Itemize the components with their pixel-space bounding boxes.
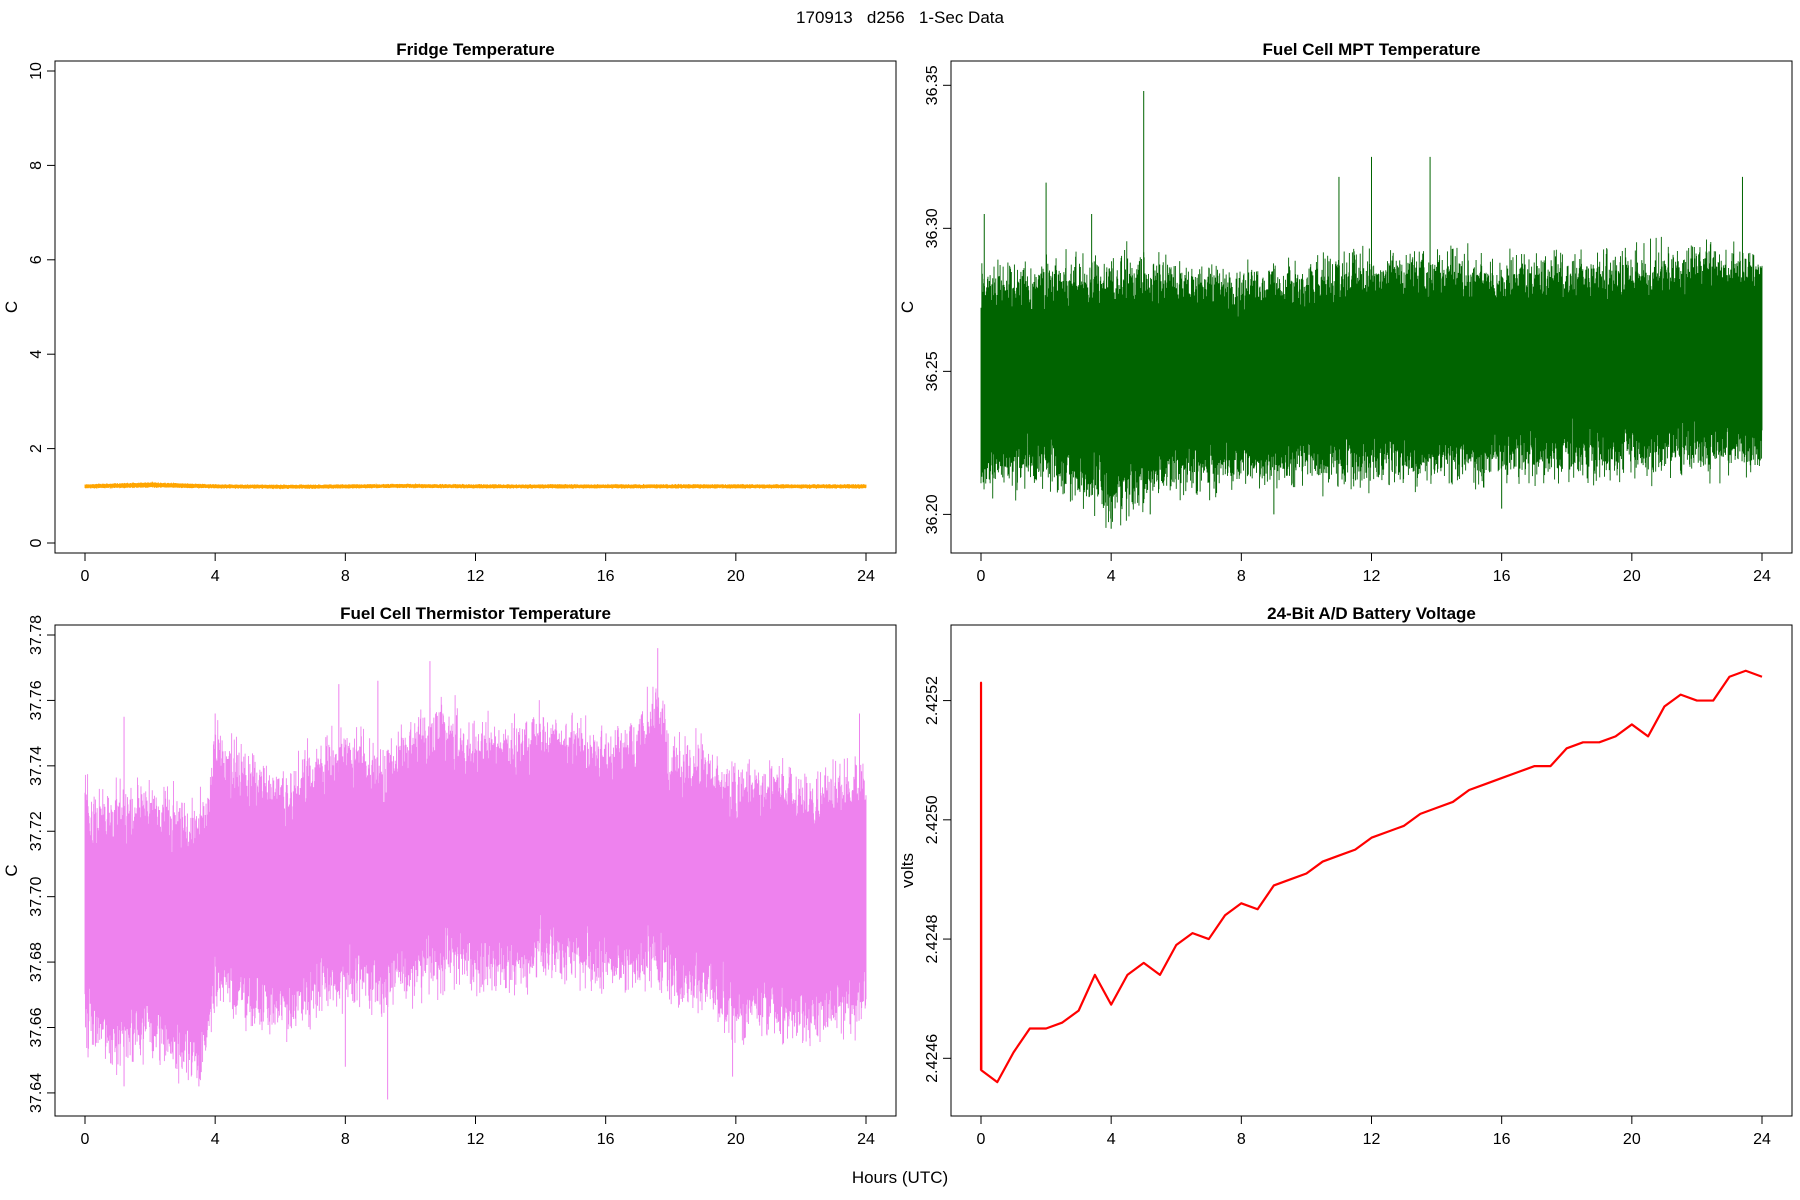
y-axis-label: volts xyxy=(898,853,917,888)
y-tick-label: 4 xyxy=(28,350,45,359)
y-tick-label: 36.30 xyxy=(924,208,941,248)
x-tick-label: 0 xyxy=(81,1131,90,1148)
x-tick-label: 12 xyxy=(467,1131,485,1148)
x-tick-label: 0 xyxy=(977,568,986,585)
page-title: 170913 d256 1-Sec Data xyxy=(796,8,1004,27)
y-tick-label: 36.25 xyxy=(924,351,941,391)
x-tick-label: 20 xyxy=(727,568,745,585)
chart-panel-3: Fuel Cell Thermistor Temperature C 0 4 8 12 16… xyxy=(2,604,897,1148)
series-trace xyxy=(84,481,867,490)
y-tick-label: 36.20 xyxy=(924,494,941,534)
x-tick-label: 4 xyxy=(1107,1131,1116,1148)
x-tick-label: 16 xyxy=(1493,1131,1511,1148)
y-tick-label: 37.72 xyxy=(28,811,45,851)
y-tick-label: 36.35 xyxy=(924,65,941,105)
y-tick-label: 6 xyxy=(28,255,45,264)
y-tick-label: 37.68 xyxy=(28,942,45,982)
x-tick-label: 8 xyxy=(341,1131,350,1148)
y-tick-label: 37.66 xyxy=(28,1007,45,1047)
x-tick-label: 16 xyxy=(597,568,615,585)
x-tick-label: 24 xyxy=(1753,568,1771,585)
x-tick-label: 0 xyxy=(81,568,90,585)
y-axis-label: C xyxy=(2,864,21,876)
x-tick-label: 12 xyxy=(467,568,485,585)
chart-title: Fuel Cell MPT Temperature xyxy=(1263,40,1481,59)
x-tick-label: 8 xyxy=(341,568,350,585)
x-tick-label: 20 xyxy=(1623,1131,1641,1148)
chart-title: Fuel Cell Thermistor Temperature xyxy=(340,604,611,623)
x-tick-label: 4 xyxy=(211,1131,220,1148)
x-tick-label: 24 xyxy=(857,1131,875,1148)
x-tick-label: 8 xyxy=(1237,1131,1246,1148)
x-tick-label: 24 xyxy=(857,568,875,585)
y-tick-label: 2 xyxy=(28,444,45,453)
plot-frame xyxy=(950,624,1793,1117)
y-tick-label: 0 xyxy=(28,538,45,547)
y-axis-label: C xyxy=(2,301,21,313)
x-tick-label: 20 xyxy=(727,1131,745,1148)
x-tick-label: 16 xyxy=(1493,568,1511,585)
x-tick-label: 4 xyxy=(211,568,220,585)
y-tick-label: 37.78 xyxy=(28,615,45,655)
plot-frame xyxy=(54,60,897,554)
y-tick-label: 10 xyxy=(28,62,45,80)
x-tick-label: 4 xyxy=(1107,568,1116,585)
y-tick-label: 37.64 xyxy=(28,1073,45,1113)
chart-title: 24-Bit A/D Battery Voltage xyxy=(1267,604,1476,623)
x-tick-label: 24 xyxy=(1753,1131,1771,1148)
chart-title: Fridge Temperature xyxy=(396,40,554,59)
y-tick-label: 2.4250 xyxy=(924,795,941,844)
x-tick-label: 20 xyxy=(1623,568,1641,585)
series-line xyxy=(979,669,1763,1084)
x-axis-label: Hours (UTC) xyxy=(851,1168,949,1187)
y-axis-label: C xyxy=(898,301,917,313)
x-tick-label: 8 xyxy=(1237,568,1246,585)
x-tick-label: 12 xyxy=(1363,1131,1381,1148)
x-tick-label: 16 xyxy=(597,1131,615,1148)
y-tick-label: 2.4246 xyxy=(924,1034,941,1083)
series-trace xyxy=(84,686,867,1084)
y-tick-label: 8 xyxy=(28,161,45,170)
x-tick-label: 0 xyxy=(977,1131,986,1148)
y-tick-label: 37.74 xyxy=(28,746,45,786)
y-tick-label: 37.76 xyxy=(28,680,45,720)
chart-panel-4: 24-Bit A/D Battery Voltage volts 0 4 8 12 16 20… xyxy=(898,604,1793,1148)
y-tick-label: 2.4248 xyxy=(924,914,941,963)
y-tick-label: 2.4252 xyxy=(924,676,941,725)
chart-panel-2: Fuel Cell MPT Temperature C 0 4 8 12 16 20 24 36.… xyxy=(898,40,1793,585)
x-tick-label: 12 xyxy=(1363,568,1381,585)
y-tick-label: 37.70 xyxy=(28,877,45,917)
